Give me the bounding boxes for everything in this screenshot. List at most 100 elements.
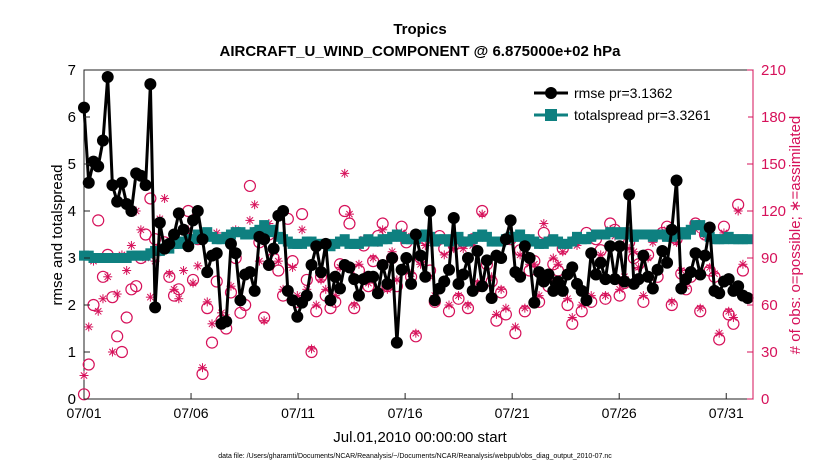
rmse-point (319, 237, 332, 250)
obs-assimilated-point (93, 306, 103, 316)
obs-assimilated-point (79, 371, 89, 380)
rmse-point (234, 294, 247, 307)
obs-assimilated-point (202, 297, 212, 307)
rmse-point (637, 249, 650, 262)
asterisk-stroke (729, 314, 737, 322)
spread-point (259, 220, 270, 231)
rmse-point (191, 205, 204, 217)
rmse-point (547, 284, 560, 297)
asterisk-stroke (341, 169, 349, 177)
rmse-point (329, 270, 342, 283)
asterisk-stroke (497, 285, 505, 293)
y-axis-right-ticks: 0 30 60 90 120 150 180 210 (747, 62, 786, 408)
rmse-point (523, 252, 536, 264)
rmse-point (443, 263, 456, 276)
y-right-tick-label: 150 (761, 156, 786, 173)
rmse-point (461, 252, 474, 264)
rmse-point (352, 289, 365, 302)
asterisk-stroke (379, 226, 387, 234)
rmse-point (210, 247, 223, 260)
rmse-point (409, 228, 422, 241)
rmse-point (642, 270, 655, 283)
obs-assimilated-point (463, 300, 473, 310)
rmse-point (144, 78, 157, 91)
rmse-point (414, 249, 427, 262)
rmse-point (495, 252, 508, 264)
asterisk-stroke (208, 320, 216, 328)
asterisk-stroke (355, 260, 363, 268)
obs-assimilated-point (477, 209, 487, 219)
rmse-point (243, 266, 256, 279)
asterisk-stroke (317, 276, 325, 284)
asterisk-stroke (345, 210, 353, 218)
obs-assimilated-point (600, 291, 610, 301)
obs-assimilated-point (491, 309, 501, 319)
y-left-tick-label: 3 (68, 250, 76, 267)
rmse-point (608, 273, 621, 286)
rmse-point (732, 280, 745, 293)
rmse-point (613, 240, 626, 253)
rmse-point (698, 249, 711, 262)
rmse-point (149, 301, 162, 314)
rmse-point (428, 294, 441, 307)
y-right-tick-label: 30 (761, 344, 778, 361)
rmse-point (514, 270, 527, 283)
asterisk-stroke (94, 307, 102, 315)
rmse-point (248, 284, 261, 297)
asterisk-stroke (412, 329, 420, 337)
x-tick-label: 07/01 (66, 405, 101, 421)
obs-assimilated-point (439, 250, 449, 260)
rmse-point (485, 291, 498, 304)
asterisk-stroke (478, 210, 486, 218)
obs-possible-point (144, 192, 157, 205)
obs-assimilated-point (169, 284, 179, 294)
obs-assimilated-point (714, 328, 724, 338)
obs-possible-point (130, 280, 143, 293)
obs-assimilated-point (193, 261, 203, 271)
rmse-point (419, 270, 432, 283)
obs-assimilated-point (501, 303, 511, 313)
obs-assimilated-point (553, 259, 563, 269)
obs-assimilated-point (122, 266, 132, 276)
asterisk-stroke (739, 260, 747, 268)
obs-assimilated-point (126, 240, 136, 250)
obs-possible-point (92, 214, 105, 227)
obs-assimilated-point (567, 313, 577, 323)
rmse-point (229, 247, 242, 260)
asterisk-stroke (516, 251, 524, 259)
obs-assimilated-point (207, 319, 217, 329)
obs-assimilated-point (103, 272, 113, 282)
rmse-point (703, 221, 716, 234)
rmse-point (552, 275, 565, 288)
obs-possible-point (77, 388, 91, 401)
obs-assimilated-point (245, 215, 255, 225)
obs-assimilated-point (107, 347, 117, 357)
obs-assimilated-point (311, 300, 321, 310)
obs-assimilated-point (667, 297, 677, 307)
obs-possible-point (243, 179, 257, 193)
rmse-point (457, 268, 470, 281)
obs-assimilated-point (615, 284, 625, 294)
rmse-point (694, 268, 707, 281)
rmse-point (632, 273, 645, 286)
y-axis-left-ticks: 0 1 2 3 4 5 6 7 (68, 62, 90, 408)
asterisk-stroke (464, 301, 472, 309)
obs-assimilated-point (368, 253, 378, 263)
obs-assimilated-point (548, 253, 558, 263)
rmse-point (623, 188, 636, 201)
chart-subtitle: AIRCRAFT_U_WIND_COMPONENT @ 6.875000e+02… (220, 43, 622, 60)
rmse-point (101, 71, 114, 84)
asterisk-stroke (511, 323, 519, 331)
rmse-point (177, 223, 190, 236)
rmse-point (594, 256, 607, 269)
y-left-tick-label: 7 (68, 62, 76, 79)
asterisk-stroke (554, 260, 562, 268)
legend: rmse pr=3.1362 totalspread pr=3.3261 (528, 80, 748, 128)
legend-spread-label: totalspread pr=3.3261 (574, 107, 711, 123)
asterisk-stroke (298, 226, 306, 234)
rmse-point (172, 207, 185, 220)
x-tick-label: 07/11 (281, 405, 315, 421)
x-axis-label: Jul.01,2010 00:00:00 start (333, 429, 507, 446)
obs-assimilated-point (288, 262, 298, 272)
rmse-point (82, 176, 95, 189)
